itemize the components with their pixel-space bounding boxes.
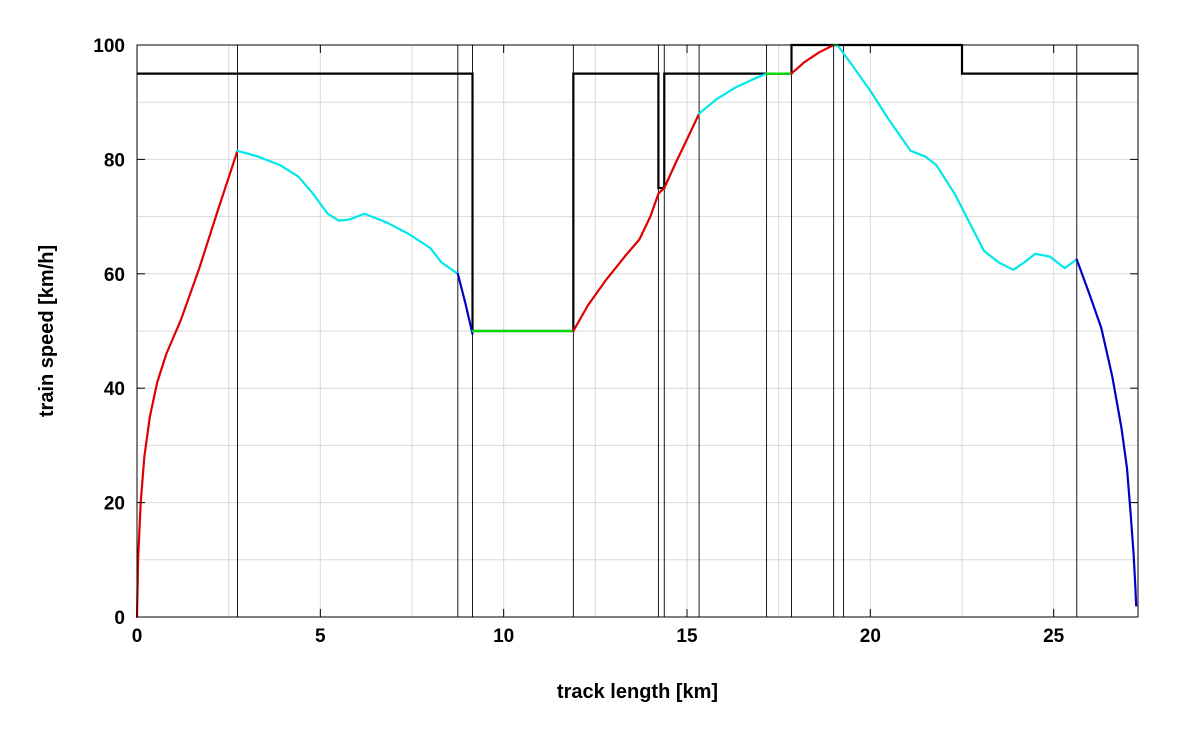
speed-profile-accelerating-segment: [572, 112, 701, 333]
x-axis-label: track length [km]: [557, 681, 718, 703]
speed-profile-accelerating-segment: [790, 43, 835, 75]
x-tick-label: 25: [1043, 626, 1065, 647]
x-tick-label: 15: [676, 626, 698, 647]
y-tick-label: 40: [104, 379, 125, 400]
plot-frame: [136, 44, 1139, 618]
y-tick-label: 20: [104, 494, 125, 515]
speed-profile-coasting-segment: [836, 43, 1078, 271]
speed-profile-braking-segment: [1075, 258, 1138, 607]
y-tick-label: 60: [104, 265, 125, 286]
x-tick-label: 20: [860, 626, 881, 647]
speed-profile-coasting-segment: [697, 72, 768, 115]
x-tick-label: 10: [493, 626, 514, 647]
speed-limit-line: [137, 43, 1138, 333]
y-tick-label: 0: [114, 608, 125, 629]
x-tick-label: 0: [132, 626, 143, 647]
speed-profile-accelerating-segment: [135, 149, 239, 619]
y-tick-label: 80: [104, 150, 125, 171]
tick-layer: 0 5 10 15 20 25 0 20 40 60 80 100: [93, 36, 1138, 647]
speed-profile-braking-segment: [456, 272, 474, 335]
speed-profile-coasting-segment: [236, 149, 459, 275]
y-tick-label: 100: [93, 36, 125, 57]
series-layer: [135, 43, 1138, 619]
y-axis-label: train speed [km/h]: [36, 245, 58, 417]
grid-layer: [137, 45, 1138, 617]
x-tick-label: 5: [315, 626, 326, 647]
